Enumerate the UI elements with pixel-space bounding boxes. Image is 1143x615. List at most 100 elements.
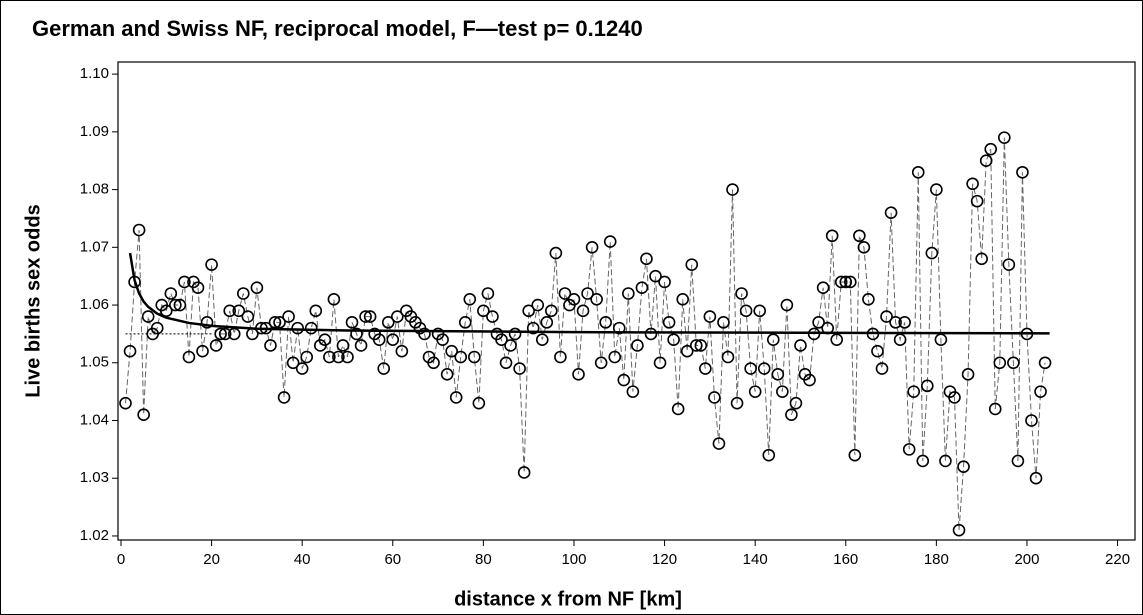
data-point (862, 292, 875, 306)
data-point (164, 287, 178, 300)
x-tick-label: 40 (294, 551, 311, 568)
data-point (531, 298, 545, 312)
data-point (418, 327, 431, 341)
data-point (273, 316, 286, 329)
x-tick-label: 0 (117, 551, 125, 568)
data-point (318, 333, 332, 346)
data-point (513, 362, 526, 375)
plot-frame (117, 61, 1136, 541)
y-tick-label: 1.02 (80, 527, 109, 544)
data-point (1007, 356, 1020, 370)
data-point (780, 298, 794, 312)
data-point (291, 321, 304, 335)
data-point (232, 304, 246, 318)
data-point (730, 396, 744, 410)
data-point (857, 241, 871, 254)
data-point (1038, 356, 1052, 370)
data-point (123, 344, 137, 358)
data-point (309, 304, 323, 318)
data-point (975, 252, 988, 266)
data-point (662, 316, 676, 329)
data-point (631, 339, 644, 352)
data-point (735, 287, 748, 300)
data-point (957, 460, 970, 473)
y-tick-label: 1.03 (80, 469, 109, 486)
data-point (141, 310, 155, 323)
data-point (902, 443, 916, 456)
data-point (785, 408, 798, 422)
data-point (336, 339, 350, 352)
data-point (694, 339, 708, 352)
data-point (699, 362, 712, 375)
data-point (132, 223, 146, 237)
data-point (998, 131, 1011, 144)
data-point (1034, 385, 1047, 398)
data-point (567, 292, 581, 306)
data-point (622, 287, 635, 300)
x-tick-label: 180 (924, 551, 949, 568)
data-point (961, 368, 975, 381)
data-point (834, 275, 848, 289)
data-point (323, 350, 336, 364)
data-point (535, 333, 549, 346)
data-point (223, 304, 237, 318)
data-point (898, 316, 911, 329)
data-point (658, 275, 671, 289)
data-point (766, 333, 780, 346)
data-point (363, 310, 377, 323)
data-point (436, 333, 449, 346)
data-point (119, 396, 132, 410)
data-point (853, 229, 866, 243)
data-point (350, 327, 363, 341)
data-point (875, 362, 889, 375)
data-point (984, 142, 998, 156)
x-tick-label: 220 (1105, 551, 1130, 568)
data-point (930, 183, 943, 196)
data-point (843, 275, 857, 289)
data-point (481, 287, 495, 300)
data-point (205, 258, 218, 271)
data-point (952, 523, 966, 537)
data-point (925, 246, 939, 260)
data-point (209, 339, 223, 352)
data-point (830, 333, 844, 346)
data-point (939, 454, 952, 468)
data-point (477, 304, 490, 318)
data-point (979, 154, 993, 168)
data-point (182, 350, 196, 364)
data-point (839, 275, 853, 289)
data-point (345, 316, 359, 329)
data-point (391, 310, 404, 323)
data-point (889, 316, 902, 329)
data-point (916, 454, 930, 468)
data-point (739, 304, 753, 318)
data-point (468, 350, 481, 364)
data-point (282, 310, 295, 323)
y-tick-label: 1.06 (80, 296, 109, 313)
data-point (812, 316, 825, 329)
y-tick-label: 1.08 (80, 181, 109, 198)
y-tick-label: 1.05 (80, 354, 109, 371)
data-point (717, 316, 730, 329)
data-point (508, 327, 522, 341)
y-axis-label: Live births sex odds (22, 204, 44, 397)
data-point (454, 350, 468, 364)
data-point (458, 316, 472, 329)
data-point (685, 258, 699, 271)
data-point (988, 402, 1002, 416)
data-point (594, 356, 608, 370)
data-point (472, 396, 486, 410)
data-point (617, 373, 631, 387)
data-point (381, 316, 395, 329)
data-point (572, 368, 585, 381)
data-point (966, 177, 979, 191)
data-point (626, 385, 640, 398)
data-point (789, 396, 803, 410)
data-point (599, 316, 612, 329)
data-point (499, 356, 513, 370)
data-point (712, 437, 726, 450)
data-point (776, 385, 789, 398)
data-point (169, 298, 182, 312)
